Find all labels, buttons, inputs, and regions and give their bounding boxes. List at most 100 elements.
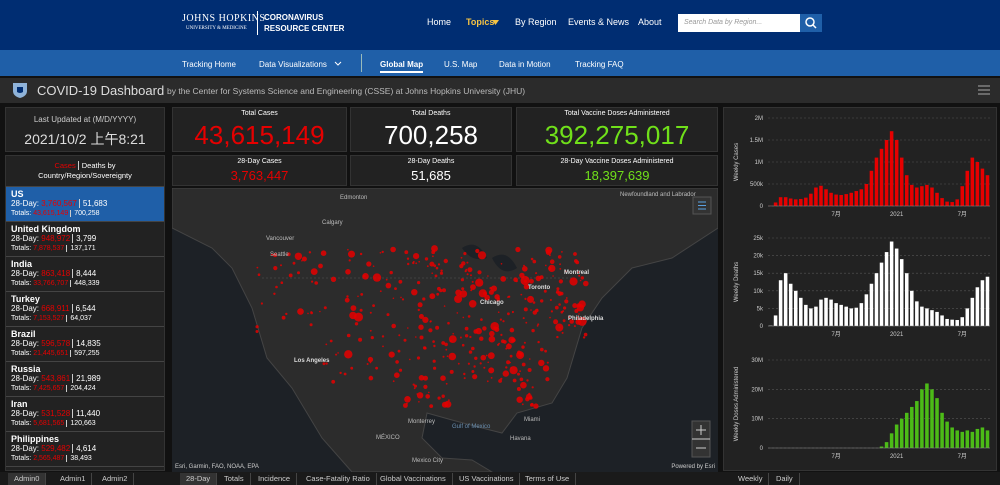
tab[interactable]: Incidence [252, 473, 298, 485]
bar [920, 389, 924, 448]
stat-box: 28-Day Deaths 51,685 [350, 155, 512, 186]
case-dot [426, 265, 429, 268]
bar [899, 259, 904, 326]
nav-link[interactable]: Home [427, 17, 452, 27]
case-dot [477, 270, 482, 275]
case-dot [546, 361, 549, 364]
country-totals: Totals: 7,425,657 204,424 [11, 384, 159, 394]
country-totals: Totals: 33,766,707 448,339 [11, 279, 159, 289]
case-dot [479, 336, 484, 341]
map-label: Toronto [528, 285, 551, 291]
country-name: Brazil [11, 329, 36, 339]
case-dot [463, 377, 466, 380]
tab[interactable]: Global Vaccinations [374, 473, 453, 485]
bar [945, 201, 949, 206]
case-dot [372, 273, 382, 282]
dashboard-bar: COVID-19 Dashboard by the Center for Sys… [0, 78, 1000, 103]
subnav-link[interactable]: Data in Motion [499, 60, 551, 69]
subnav-link[interactable]: Tracking FAQ [575, 60, 624, 69]
bar [783, 197, 788, 206]
case-dot [357, 295, 359, 298]
case-dot [417, 281, 421, 285]
site-name[interactable]: RESOURCE CENTER [264, 24, 345, 33]
case-dot [366, 261, 372, 267]
case-dot [404, 250, 409, 255]
tab[interactable]: Admin0 [8, 473, 47, 485]
case-dot [544, 349, 547, 353]
case-dot [369, 311, 372, 314]
case-dot [350, 305, 357, 311]
country-28day: 28-Day: 596,578 14,835 [11, 339, 159, 349]
label: 28-Day: [11, 444, 40, 453]
tab[interactable]: 28-Day [180, 473, 218, 485]
bar [804, 304, 808, 326]
case-dot [464, 326, 469, 331]
country-totals: Totals: 7,153,527 64,037 [11, 314, 159, 324]
case-dot [407, 262, 410, 266]
tab[interactable]: Daily [770, 473, 800, 485]
cases: 3,760,567 [41, 199, 77, 208]
label: Totals: [11, 350, 32, 357]
case-dot [433, 264, 437, 268]
tab[interactable]: Terms of Use [519, 473, 577, 485]
deaths: 14,835 [72, 339, 101, 348]
tab[interactable]: Totals [218, 473, 251, 485]
nav-link[interactable]: By Region [515, 17, 557, 27]
case-dot [487, 275, 489, 277]
site-name[interactable]: CORONAVIRUS [264, 13, 324, 22]
zoom-icons [692, 425, 710, 449]
case-dot [273, 266, 278, 271]
country-totals: Totals: 43,615,149 700,258 [11, 209, 159, 219]
case-dot [477, 251, 487, 260]
case-dot [429, 293, 436, 300]
deaths: 8,444 [72, 269, 97, 278]
subnav-link-active[interactable]: Global Map [380, 60, 424, 73]
bar [899, 157, 904, 206]
case-dot [319, 310, 321, 313]
case-dot [418, 314, 424, 319]
case-dot [537, 340, 540, 344]
case-dot [281, 315, 286, 320]
case-dot [347, 248, 349, 251]
case-dot [360, 293, 364, 296]
menu-icon[interactable] [978, 85, 990, 95]
stat-value: 43,615,149 [194, 120, 325, 150]
case-dot [382, 345, 384, 348]
subnav-link[interactable]: U.S. Map [444, 60, 478, 69]
attribution: Esri, Garmin, FAO, NOAA, EPA [175, 464, 259, 470]
case-dot [530, 257, 534, 261]
tab[interactable]: Admin2 [96, 473, 135, 485]
nav-link[interactable]: Topics [466, 17, 495, 27]
logo-line[interactable]: JOHNS HOPKINS [182, 13, 266, 24]
tab[interactable]: Admin1 [54, 473, 93, 485]
case-dot [579, 279, 582, 282]
bar [804, 197, 808, 206]
country-row[interactable]: US 28-Day: 3,760,567 51,683 Totals: 43,615,… [6, 187, 164, 222]
case-dot [429, 320, 432, 323]
search-input[interactable]: Search Data by Region... [678, 14, 800, 32]
bar [925, 383, 929, 448]
bar [935, 192, 939, 206]
search-button[interactable] [800, 14, 822, 32]
subnav-link[interactable]: Tracking Home [182, 60, 236, 69]
country-28day: 28-Day: 863,418 8,444 [11, 269, 159, 279]
case-dot [569, 319, 574, 324]
logo-line[interactable]: UNIVERSITY & MEDICINE [186, 26, 247, 31]
case-dot [531, 386, 534, 389]
subnav-link[interactable]: Data Visualizations [259, 60, 327, 69]
deaths: 64,037 [66, 315, 92, 322]
country-name: United Kingdom [11, 224, 81, 234]
bar [925, 184, 929, 206]
bar [950, 202, 954, 206]
nav-link[interactable]: About [638, 17, 662, 27]
map[interactable]: Edmonton Calgary Vancouver Seattle Montr… [172, 188, 718, 472]
case-dot [413, 387, 416, 390]
tab[interactable]: Weekly [732, 473, 770, 485]
case-dot [559, 263, 561, 266]
tab[interactable]: Case-Fatality Ratio [300, 473, 377, 485]
nav-link[interactable]: Events & News [568, 17, 630, 27]
tab[interactable]: US Vaccinations [453, 473, 521, 485]
case-dot [413, 253, 420, 260]
case-dot [392, 380, 395, 383]
case-dot [395, 360, 399, 364]
